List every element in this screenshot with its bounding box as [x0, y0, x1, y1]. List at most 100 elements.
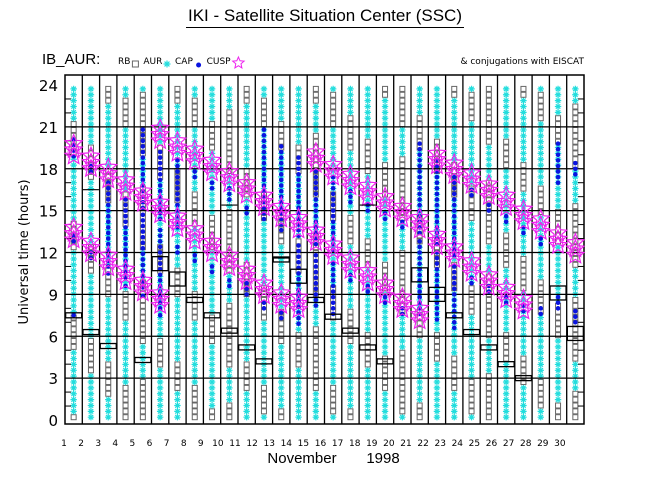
cap-marker	[313, 258, 319, 264]
aur-marker	[381, 126, 389, 134]
aur-marker	[278, 179, 285, 186]
cap-marker	[140, 132, 146, 138]
cap-marker	[175, 250, 180, 255]
aur-marker	[278, 285, 285, 292]
conjunction-box	[376, 358, 394, 365]
aur-marker	[295, 367, 302, 374]
cap-marker	[227, 191, 232, 197]
aur-marker	[243, 232, 250, 239]
aur-marker	[260, 220, 268, 227]
rb-marker	[468, 296, 475, 303]
aur-marker	[554, 355, 562, 362]
rb-marker	[520, 261, 527, 268]
cap-marker	[157, 227, 163, 233]
cusp-marker	[461, 168, 482, 188]
aur-marker	[295, 138, 302, 145]
cap-marker	[434, 180, 440, 186]
cap-marker	[573, 172, 578, 177]
aur-marker	[329, 150, 337, 157]
rb-marker	[485, 220, 492, 227]
rb-marker	[416, 115, 423, 122]
cap-marker	[330, 261, 336, 266]
aur-marker	[105, 326, 112, 333]
cusp-marker	[513, 211, 534, 231]
aur-marker	[156, 296, 164, 304]
rb-marker	[399, 355, 406, 362]
aur-marker	[174, 408, 181, 415]
cap-marker	[123, 202, 128, 208]
aur-marker	[416, 378, 423, 386]
aur-marker	[105, 232, 112, 239]
aur-marker	[329, 414, 337, 421]
rb-marker	[520, 355, 527, 362]
aur-marker	[156, 179, 164, 186]
aur-marker	[399, 414, 406, 421]
cusp-marker	[167, 142, 188, 162]
rb-marker	[399, 179, 406, 186]
aur-marker	[87, 396, 95, 403]
cusp-marker	[357, 181, 378, 201]
cap-marker	[417, 272, 422, 278]
cusp-marker	[496, 197, 517, 217]
aur-marker	[139, 343, 147, 351]
aur-marker	[537, 255, 544, 263]
rb-marker	[191, 109, 198, 116]
aur-marker	[381, 343, 389, 351]
cap-marker	[157, 211, 163, 216]
aur-marker	[191, 238, 198, 245]
cap-marker	[451, 197, 457, 202]
day-column-20	[399, 85, 406, 421]
aur-marker	[260, 179, 268, 186]
aur-marker	[520, 214, 527, 222]
aur-marker	[537, 337, 544, 345]
aur-marker	[381, 302, 389, 310]
aur-marker	[433, 120, 441, 128]
rb-marker	[87, 343, 94, 350]
aur-marker	[381, 396, 389, 403]
aur-marker	[537, 355, 544, 362]
aur-marker	[70, 109, 77, 116]
cusp-marker	[392, 208, 413, 228]
aur-marker	[554, 273, 562, 280]
rb-marker	[87, 367, 94, 374]
cusp-marker	[323, 160, 344, 180]
aur-marker	[295, 396, 302, 403]
aur-marker	[156, 185, 164, 192]
rb-marker	[139, 384, 146, 391]
aur-marker	[416, 390, 423, 397]
cap-marker	[278, 172, 284, 177]
rb-marker	[122, 414, 129, 421]
aur-marker	[468, 144, 475, 151]
aur-marker	[87, 378, 95, 386]
rb-marker	[485, 402, 492, 409]
cap-marker	[417, 202, 422, 208]
aur-marker	[156, 308, 164, 315]
rb-marker	[485, 314, 492, 321]
aur-marker	[520, 384, 527, 392]
rb-marker	[105, 285, 112, 292]
aur-marker	[433, 408, 441, 415]
aur-marker	[278, 273, 285, 280]
rb-marker	[399, 115, 406, 122]
aur-marker	[295, 414, 302, 421]
rb-marker	[139, 314, 146, 321]
rb-marker	[226, 308, 233, 315]
aur-marker	[70, 115, 77, 122]
aur-marker	[191, 378, 198, 386]
rb-marker	[347, 232, 354, 239]
cap-marker	[261, 160, 267, 166]
rb-marker	[485, 308, 492, 315]
rb-marker	[451, 91, 458, 98]
rb-marker	[503, 238, 510, 245]
aur-marker	[70, 103, 77, 110]
cap-marker	[140, 257, 146, 262]
rb-marker	[416, 326, 423, 333]
cap-marker	[140, 212, 146, 218]
rb-marker	[139, 91, 146, 98]
aur-marker	[572, 367, 579, 374]
cusp-marker	[219, 257, 240, 277]
aur-marker	[364, 384, 371, 392]
cusp-marker	[150, 294, 171, 315]
rb-marker	[468, 390, 475, 397]
rb-marker	[503, 349, 510, 356]
